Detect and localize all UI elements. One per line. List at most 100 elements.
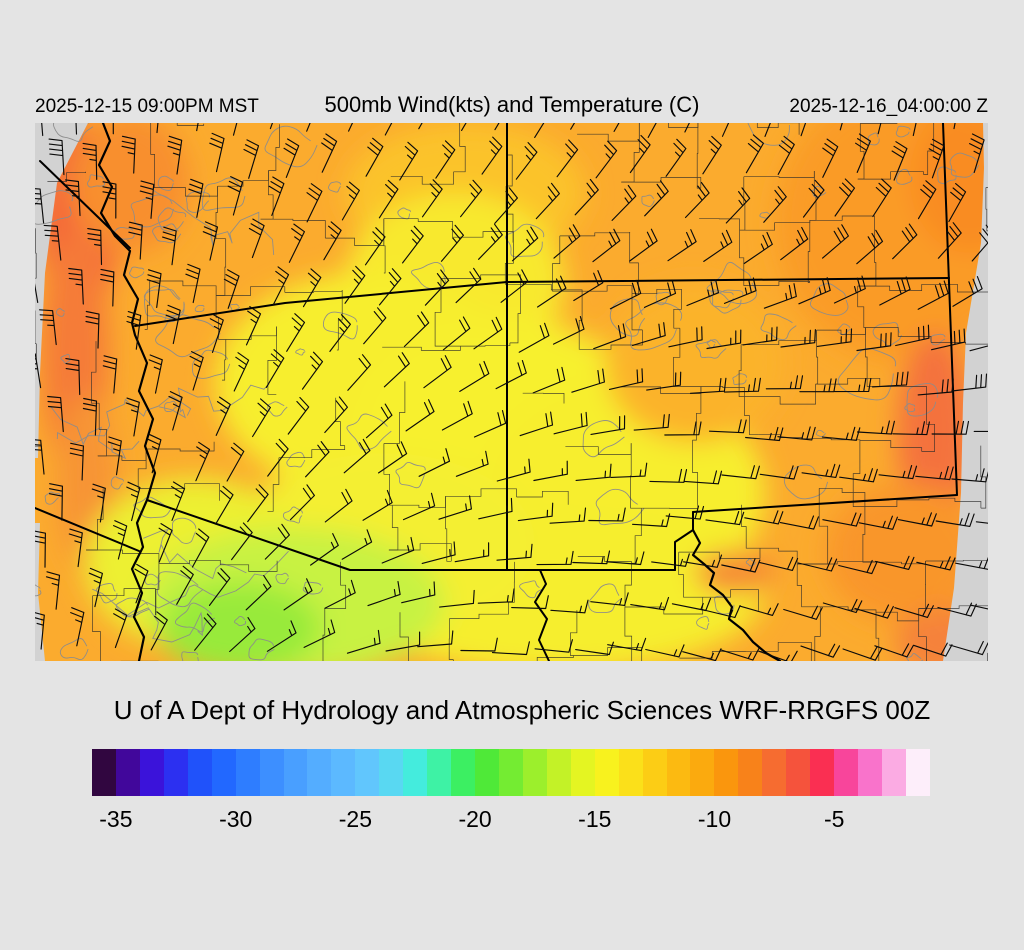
wind-barb	[324, 396, 348, 434]
wind-barb	[440, 224, 464, 262]
wind-barb	[671, 597, 712, 612]
wind-barb	[931, 420, 970, 435]
wind-barb	[553, 411, 588, 435]
wind-barb	[215, 485, 234, 525]
wind-barb	[780, 226, 809, 261]
wind-barb	[403, 311, 430, 348]
wind-barb	[643, 280, 677, 308]
colorbar-segment	[235, 749, 260, 796]
wind-barb	[664, 421, 702, 436]
wind-barb	[347, 354, 372, 391]
wind-barb	[383, 352, 410, 388]
map-title: 500mb Wind(kts) and Temperature (C)	[324, 92, 700, 117]
wind-barb	[302, 268, 322, 308]
wind-barb	[162, 226, 177, 266]
wind-barb	[590, 415, 626, 435]
wind-barb	[435, 140, 456, 179]
wind-barb	[537, 275, 567, 308]
wind-barb	[64, 179, 81, 217]
wind-barb	[916, 556, 956, 571]
temperature-colorbar	[92, 749, 930, 796]
wind-barb	[150, 611, 168, 651]
wind-barb	[575, 641, 614, 656]
wind-barb	[515, 142, 538, 180]
wind-barb	[324, 579, 356, 609]
border-ca-nv	[39, 160, 131, 249]
wind-barb	[834, 178, 856, 217]
colorbar-segment	[642, 749, 667, 796]
wind-barb	[85, 310, 100, 349]
colorbar-segment	[738, 749, 763, 796]
wind-barb	[913, 642, 953, 657]
wind-barb	[779, 515, 819, 530]
wind-barb	[229, 617, 256, 653]
wind-barb	[822, 598, 863, 614]
wind-barb	[378, 179, 399, 219]
wind-barb	[532, 366, 566, 394]
wind-barb	[571, 368, 605, 393]
wind-barb	[689, 377, 727, 394]
wind-barb	[588, 507, 626, 522]
colorbar-segment	[881, 749, 906, 796]
wind-barb	[264, 523, 290, 560]
wind-barb	[481, 136, 503, 175]
wind-barb	[742, 326, 778, 346]
wind-barb	[399, 141, 419, 181]
wind-barb	[121, 135, 136, 174]
wind-barb	[171, 481, 186, 521]
wind-barb	[226, 442, 245, 482]
wind-barb	[364, 227, 386, 266]
wind-barb	[148, 354, 163, 394]
colorbar-segment	[115, 749, 140, 796]
colorbar-segment	[714, 749, 739, 796]
wind-barb	[346, 629, 381, 654]
wind-barb	[667, 229, 697, 262]
wind-barb	[301, 351, 324, 390]
wind-barb	[500, 269, 529, 303]
wind-barb	[822, 512, 862, 527]
wind-barb	[759, 465, 799, 480]
wind-barb	[606, 551, 645, 566]
wind-barb	[305, 441, 330, 478]
wind-barb	[195, 441, 211, 482]
wind-barb	[82, 397, 98, 436]
wind-barb	[951, 468, 990, 483]
wind-barb	[765, 375, 804, 390]
wind-barb	[231, 522, 253, 561]
colorbar-segment	[379, 749, 404, 796]
wind-barb	[27, 438, 45, 475]
wind-barb	[948, 183, 967, 223]
wind-barb	[609, 280, 642, 310]
wind-barb	[45, 571, 61, 610]
state-borders	[34, 122, 958, 571]
wind-barb	[802, 179, 825, 218]
wind-barb	[644, 180, 669, 217]
wind-barb	[629, 134, 651, 174]
wind-barb	[556, 139, 579, 178]
wind-barb	[385, 631, 421, 652]
colorbar-segment	[427, 749, 452, 796]
wind-barb	[441, 400, 473, 431]
wind-barb	[473, 410, 507, 438]
colorbar-segment	[522, 749, 547, 796]
wind-barb	[574, 178, 599, 216]
wind-barb	[668, 326, 703, 348]
wind-barb	[758, 556, 799, 571]
colorbar-segment	[92, 749, 116, 796]
wind-barb	[952, 276, 983, 307]
wind-barb	[288, 223, 305, 263]
colorbar-segment	[570, 749, 595, 796]
wind-barb	[438, 495, 472, 520]
wind-barb	[701, 605, 741, 619]
wind-barb	[834, 378, 872, 393]
wind-barb	[821, 426, 861, 441]
wind-barb	[283, 578, 313, 611]
wind-barb	[645, 644, 685, 658]
wind-barb	[607, 637, 647, 652]
wind-barb	[343, 438, 371, 474]
wind-barb	[310, 533, 339, 566]
wind-barb	[265, 349, 285, 388]
wind-barb	[494, 187, 518, 224]
wind-barb	[88, 567, 103, 608]
wind-barb	[683, 470, 723, 485]
